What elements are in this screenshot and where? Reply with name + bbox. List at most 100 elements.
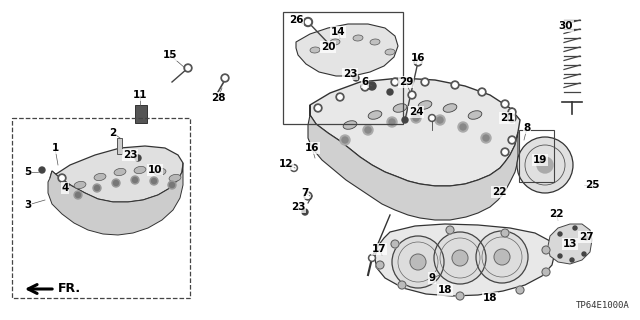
Text: 25: 25 [585, 180, 599, 190]
Circle shape [305, 20, 310, 24]
Text: 2: 2 [109, 128, 116, 138]
Text: 6: 6 [362, 77, 369, 87]
Ellipse shape [330, 39, 340, 45]
Circle shape [537, 157, 553, 173]
Text: 22: 22 [492, 187, 506, 197]
Ellipse shape [343, 121, 357, 129]
Bar [135, 105, 147, 123]
Circle shape [503, 150, 507, 154]
Circle shape [573, 226, 577, 230]
Circle shape [76, 193, 81, 197]
Circle shape [135, 155, 141, 161]
Circle shape [387, 117, 397, 127]
Circle shape [363, 85, 367, 89]
Ellipse shape [94, 173, 106, 180]
Circle shape [150, 177, 158, 185]
Text: 23: 23 [291, 202, 305, 212]
Circle shape [517, 137, 573, 193]
Circle shape [387, 89, 393, 95]
Circle shape [95, 186, 99, 190]
Circle shape [363, 125, 373, 135]
Ellipse shape [468, 111, 482, 119]
Circle shape [423, 80, 428, 84]
Circle shape [410, 93, 414, 97]
Circle shape [304, 192, 312, 200]
Circle shape [446, 226, 454, 234]
Ellipse shape [443, 104, 457, 112]
Ellipse shape [310, 47, 320, 53]
Circle shape [570, 258, 574, 262]
Circle shape [302, 209, 308, 215]
Text: 17: 17 [372, 244, 387, 254]
Circle shape [398, 281, 406, 289]
Circle shape [369, 254, 376, 261]
Polygon shape [375, 224, 555, 296]
Text: 23: 23 [123, 150, 137, 160]
Circle shape [421, 78, 429, 86]
Circle shape [582, 252, 586, 256]
Ellipse shape [385, 49, 395, 55]
Text: 8: 8 [524, 123, 531, 133]
Ellipse shape [114, 168, 126, 176]
Circle shape [131, 176, 139, 184]
Circle shape [376, 261, 384, 269]
Circle shape [393, 80, 397, 84]
Text: 5: 5 [24, 167, 31, 177]
Circle shape [558, 254, 562, 258]
Circle shape [365, 127, 371, 133]
Circle shape [410, 254, 426, 270]
Circle shape [516, 286, 524, 294]
Circle shape [392, 236, 444, 288]
Circle shape [391, 78, 399, 86]
Ellipse shape [393, 104, 407, 112]
Circle shape [74, 191, 82, 199]
Bar [283, 12, 403, 124]
Circle shape [60, 176, 64, 180]
Circle shape [478, 88, 486, 96]
Text: 29: 29 [399, 77, 413, 87]
Text: 16: 16 [305, 143, 319, 153]
Circle shape [434, 232, 486, 284]
Circle shape [338, 95, 342, 99]
Circle shape [413, 115, 419, 121]
Circle shape [508, 136, 516, 144]
Text: 27: 27 [579, 232, 593, 242]
Text: FR.: FR. [58, 283, 81, 295]
Ellipse shape [370, 39, 380, 45]
Circle shape [458, 122, 468, 132]
Circle shape [508, 114, 516, 122]
Text: 23: 23 [343, 69, 357, 79]
Circle shape [501, 100, 509, 108]
Circle shape [112, 179, 120, 187]
Circle shape [411, 113, 421, 123]
Text: 7: 7 [301, 188, 308, 198]
Polygon shape [50, 146, 183, 202]
Ellipse shape [169, 174, 181, 182]
Circle shape [361, 83, 369, 91]
Circle shape [452, 250, 468, 266]
Circle shape [501, 229, 509, 237]
Circle shape [494, 249, 510, 265]
Ellipse shape [368, 111, 382, 119]
Circle shape [510, 116, 514, 120]
Circle shape [292, 166, 296, 170]
Circle shape [481, 133, 491, 143]
Circle shape [370, 256, 374, 260]
Circle shape [186, 66, 190, 70]
Circle shape [291, 164, 298, 172]
Text: 28: 28 [211, 93, 225, 103]
Polygon shape [296, 24, 398, 76]
Text: 16: 16 [411, 53, 425, 63]
Circle shape [542, 268, 550, 276]
Circle shape [314, 104, 322, 112]
Circle shape [389, 119, 395, 125]
Circle shape [170, 182, 175, 188]
Circle shape [303, 18, 312, 27]
Text: 19: 19 [533, 155, 547, 165]
Circle shape [353, 75, 359, 81]
Polygon shape [310, 78, 520, 186]
Text: 18: 18 [483, 293, 497, 303]
Circle shape [221, 74, 229, 82]
Polygon shape [548, 224, 592, 264]
Text: 20: 20 [321, 42, 335, 52]
